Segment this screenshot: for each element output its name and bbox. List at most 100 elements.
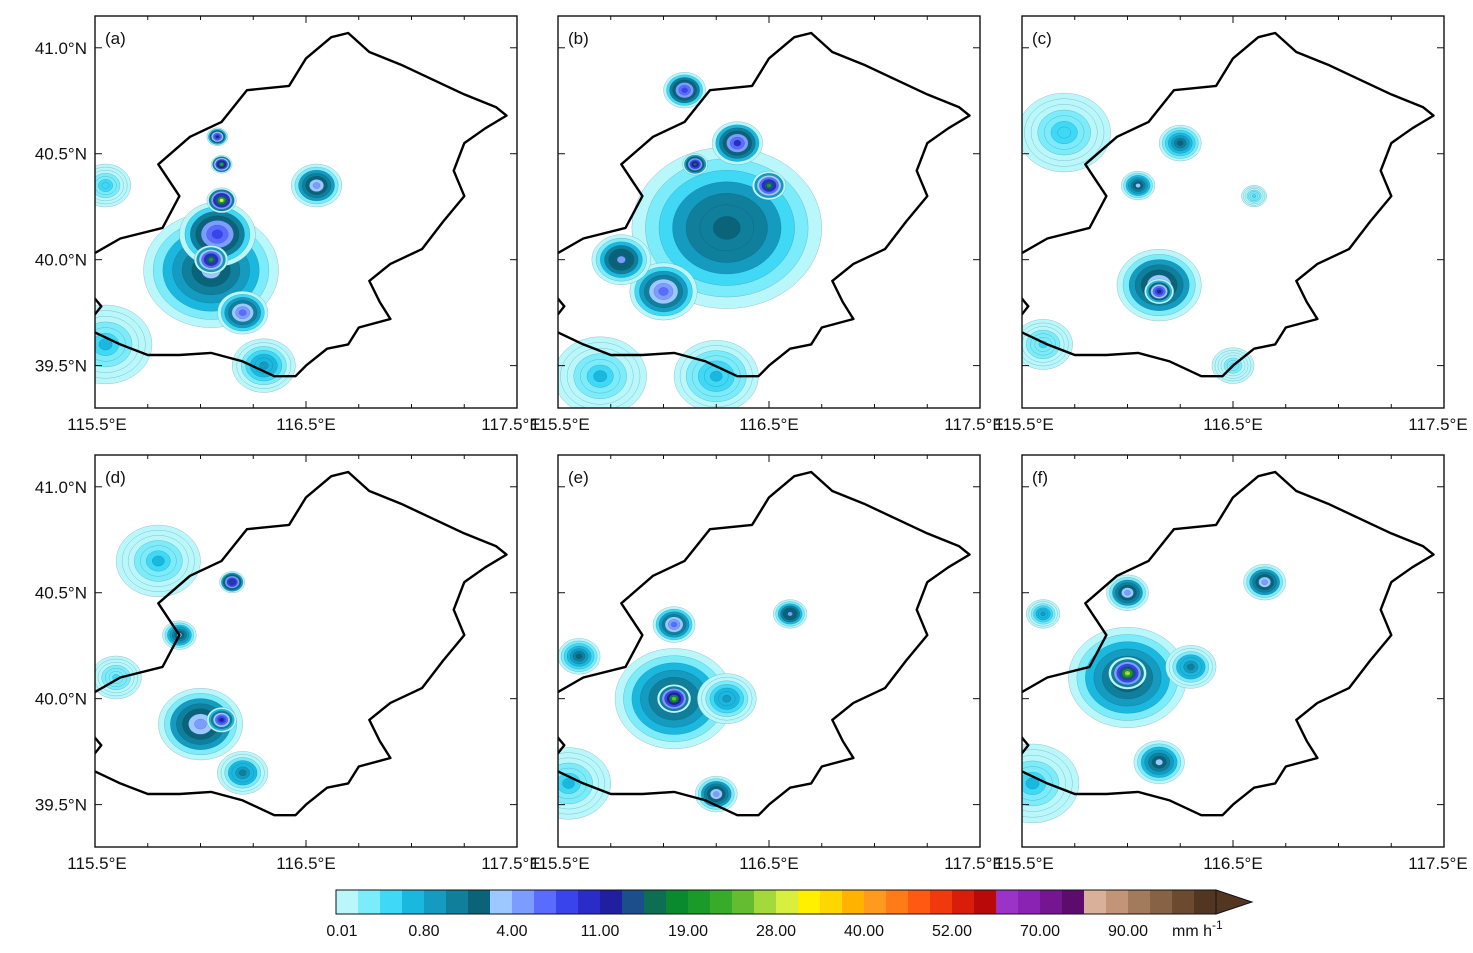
panel-label: (f) [1032,468,1048,487]
rain-cell [1241,185,1267,208]
colorbar-segment [578,890,601,914]
rain-field [1022,92,1267,384]
map-background [1022,16,1444,408]
rain-contour [194,718,207,730]
rain-cell [179,201,256,267]
rain-contour [713,216,741,240]
colorbar-segment [974,890,997,914]
rain-cell [558,336,647,408]
rain-contour [693,162,698,167]
rain-contour [219,717,224,722]
colorbar-segment [380,890,403,914]
colorbar-segment [1018,890,1041,914]
colorbar-segment [864,890,887,914]
rain-contour [259,361,269,370]
rain-cell [1144,278,1175,305]
colorbar-tick-label: 0.80 [408,923,439,940]
rain-contour [98,338,113,351]
rain-contour [1177,140,1184,146]
colorbar-segment [842,890,865,914]
rain-contour [1124,670,1131,676]
rain-cell [219,571,245,594]
colorbar-segment [710,890,733,914]
colorbar-tick-label: 11.00 [581,923,620,940]
colorbar-segment [1106,890,1129,914]
colorbar-segment [402,890,425,914]
rain-cell [652,606,696,643]
rain-contour [1057,126,1071,139]
panel-label: (d) [105,468,126,487]
colorbar-segment [468,890,491,914]
lat-tick-label: 41.0°N [35,39,87,58]
panel-label: (c) [1032,29,1052,48]
colorbar-segment [1172,890,1195,914]
colorbar-segment [908,890,931,914]
beijing-boundary [1022,31,1435,378]
colorbar-tick-label: 70.00 [1020,923,1060,940]
colorbar-segment [776,890,799,914]
rain-cell [1106,574,1149,611]
colorbar-segment [424,890,447,914]
lon-tick-label: 115.5°E [530,854,589,873]
panel-grid: 115.5°E 116.5°E 117.5°E 41.0°N 40.5°N 40.0°N 3… [35,15,1468,873]
colorbar-unit: mm h-1 [1172,918,1223,940]
rain-contour [219,162,224,166]
colorbar-segment [336,890,359,914]
rain-cell [95,163,132,208]
rain-contour [766,183,772,188]
rain-cell [1165,645,1217,689]
rain-contour [713,791,720,797]
rain-cell [1116,249,1202,322]
rain-contour [1155,759,1163,766]
colorbar-segment [732,890,755,914]
rain-contour [230,580,235,584]
rain-cell [629,262,698,321]
rain-contour [1156,289,1162,294]
colorbar-extend-arrow [1215,889,1254,915]
rain-contour [1135,183,1141,188]
colorbar-segment [600,890,623,914]
colorbar-tick-label: 28.00 [756,923,796,940]
lon-tick-label: 115.5°E [530,415,589,434]
colorbar-tick-label: 90.00 [1108,923,1148,940]
panel-label: (e) [568,468,589,487]
lon-tick-label: 115.5°E [994,854,1053,873]
colorbar-segment [1084,890,1107,914]
rain-cell [206,707,237,733]
colorbar-segment [754,890,777,914]
rain-cell [1243,564,1286,601]
rain-contour [1252,194,1257,198]
lat-tick-label: 40.0°N [35,251,87,270]
rain-cell [1022,743,1080,824]
colorbar-segment [556,890,579,914]
colorbar-tick-label: 4.00 [496,923,527,940]
colorbar-segment [534,890,557,914]
colorbar-segment [490,890,513,914]
lon-tick-label: 117.5°E [1408,415,1467,434]
lon-tick-label: 115.5°E [67,415,126,434]
colorbar-segment [358,890,381,914]
lon-tick-label: 117.5°E [944,415,1003,434]
beijing-boundary [95,31,508,378]
lat-tick-label: 40.5°N [35,145,87,164]
rain-cell [682,153,708,176]
map-panel: 115.5°E 116.5°E 117.5°E 41.0°N 40.5°N 40.0°N 3… [35,15,541,434]
lon-tick-label: 116.5°E [739,415,798,434]
rain-contour [787,611,793,617]
lon-tick-label: 115.5°E [67,854,126,873]
colorbar-segment [688,890,711,914]
colorbar-segment [996,890,1019,914]
rain-cell [95,655,142,700]
rain-contour [616,255,626,264]
map-background [95,455,517,847]
lat-tick-label: 40.5°N [35,584,87,603]
beijing-boundary [558,470,971,817]
colorbar-segment [1062,890,1085,914]
rain-contour [211,229,223,240]
rain-cell [711,121,763,165]
colorbar-tick-label: 19.00 [668,923,708,940]
rain-cell [558,747,611,820]
rain-cell [1133,740,1185,784]
beijing-boundary [1022,470,1435,817]
